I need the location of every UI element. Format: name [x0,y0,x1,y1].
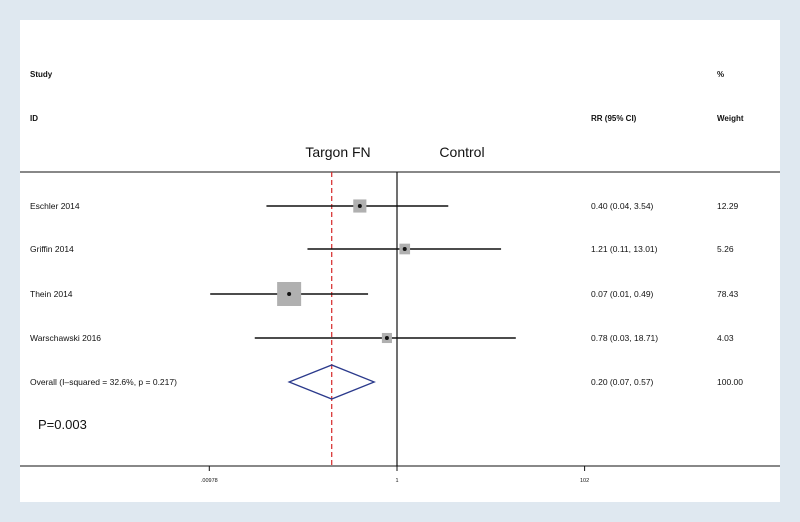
x-tick-label: 102 [580,478,589,484]
header-weight-pct: % [717,70,724,79]
study-label: Griffin 2014 [30,244,74,254]
chart-marks: Eschler 2014 0.40 (0.04, 3.54) 12.29 Griffi… [30,172,743,484]
study-label: Warschawski 2016 [30,333,101,343]
x-tick-label: 1 [395,478,398,484]
header-weight: Weight [717,114,744,123]
point-estimate [402,247,407,251]
weight-text: 78.43 [717,289,739,299]
ci-text: 0.07 (0.01, 0.49) [591,289,654,299]
header-estimate: RR (95% CI) [591,114,637,123]
weight-text: 5.26 [717,244,734,254]
x-tick-label: .00978 [201,478,218,484]
header-id: ID [30,114,38,123]
weight-text: 12.29 [717,201,739,211]
overall-weight-text: 100.00 [717,377,743,387]
forest-plot: Study % ID RR (95% CI) Weight Targon FN … [20,20,780,502]
point-estimate [384,336,389,340]
study-label: Thein 2014 [30,289,73,299]
p-value-label: P=0.003 [38,417,87,432]
weight-text: 4.03 [717,333,734,343]
header-study: Study [30,70,53,79]
ci-text: 1.21 (0.11, 13.01) [591,244,658,254]
forest-plot-svg: Study % ID RR (95% CI) Weight Targon FN … [20,70,780,484]
overall-diamond [287,364,376,400]
favors-right-label: Control [439,144,484,160]
favors-left-label: Targon FN [305,144,370,160]
overall-ci-text: 0.20 (0.07, 0.57) [591,377,654,387]
ci-text: 0.78 (0.03, 18.71) [591,333,658,343]
ci-text: 0.40 (0.04, 3.54) [591,201,654,211]
overall-label: Overall (I–squared = 32.6%, p = 0.217) [30,377,177,387]
study-label: Eschler 2014 [30,201,80,211]
point-estimate [287,292,292,296]
point-estimate [357,204,362,208]
